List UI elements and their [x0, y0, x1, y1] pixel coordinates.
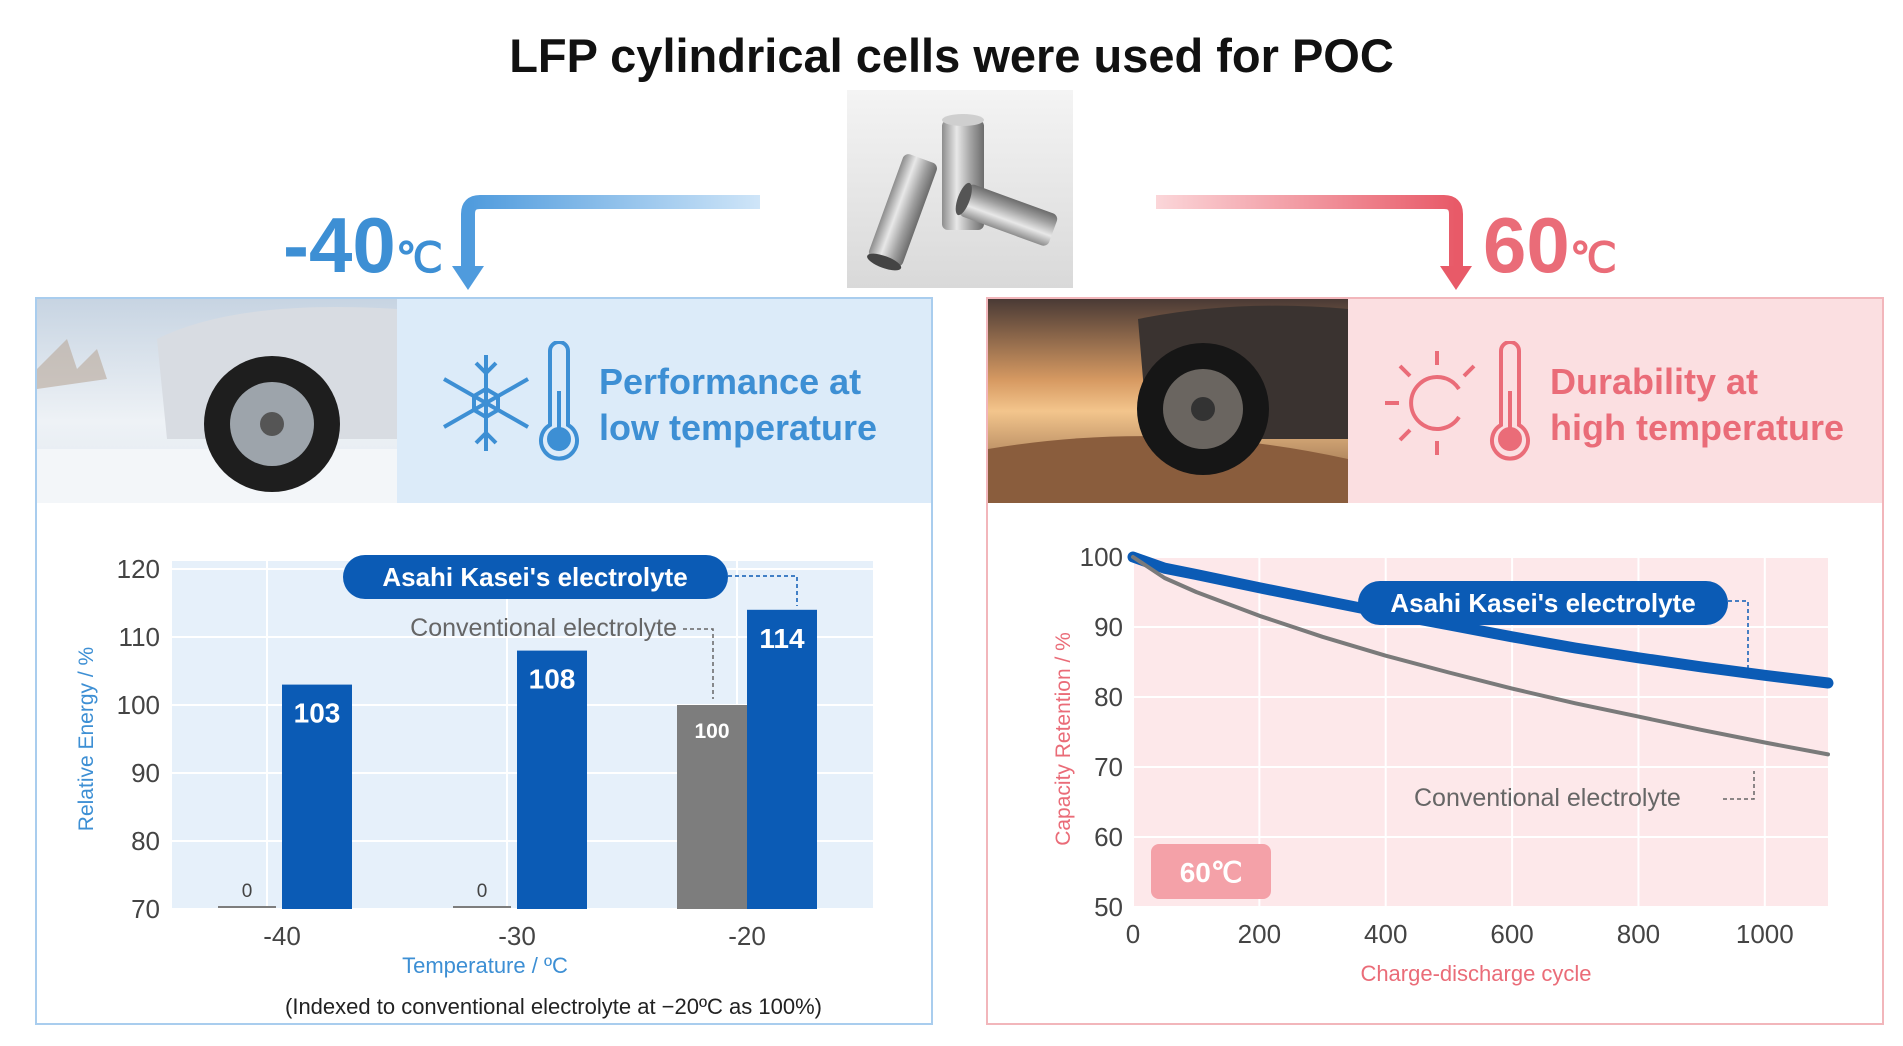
y-tick-label: 90	[131, 758, 160, 788]
y-tick-label: 80	[131, 826, 160, 856]
page-title: LFP cylindrical cells were used for POC	[509, 29, 1394, 82]
legend-conventional-leader	[683, 628, 714, 699]
bar-conventional	[677, 705, 747, 909]
high-temp-header: Durability at high temperature	[1348, 299, 1882, 503]
low-temp-heading: Performance at low temperature	[599, 361, 878, 448]
bar-value-label: 108	[529, 664, 576, 695]
y-axis-label: Capacity Retention / %	[1052, 632, 1075, 846]
x-tick-label: -30	[498, 921, 536, 951]
legend-conventional-label: Conventional electrolyte	[1414, 784, 1681, 812]
low-temp-header: Performance at low temperature	[397, 299, 931, 503]
low-temp-label: -40℃	[283, 201, 443, 289]
winter-tire-photo	[37, 299, 397, 503]
temperature-badge	[1151, 844, 1271, 899]
bar-value-label: 100	[694, 720, 729, 743]
bar-asahi-kasei	[747, 609, 817, 909]
legend-asahi-badge	[1358, 581, 1728, 625]
temperature-badge-label: 60℃	[1180, 857, 1243, 888]
y-tick-label: 100	[117, 690, 160, 720]
snowflake-icon	[443, 341, 579, 461]
x-tick-label: 800	[1617, 919, 1660, 949]
cylindrical-cells-photo	[847, 90, 1073, 288]
desert-tire-photo	[988, 299, 1348, 503]
y-tick-label: 60	[1094, 822, 1123, 852]
low-temperature-panel: Performance at low temperature 120 110 100…	[35, 297, 933, 1025]
left-flow-arrow	[452, 195, 760, 290]
y-axis-label: Relative Energy / %	[75, 647, 98, 831]
bar-value-label: 0	[477, 881, 488, 902]
legend-asahi-badge	[343, 555, 728, 599]
x-tick-label: -40	[263, 921, 301, 951]
legend-conventional-leader	[1723, 771, 1755, 800]
x-tick-label: -20	[728, 921, 766, 951]
x-axis-label: Charge-discharge cycle	[1360, 961, 1591, 986]
high-temp-heading: Durability at high temperature	[1550, 361, 1845, 448]
y-tick-label: 70	[131, 894, 160, 924]
legend-asahi-leader	[1728, 600, 1749, 677]
bar-asahi-kasei	[282, 684, 352, 909]
bar-value-label: 0	[242, 881, 253, 902]
y-tick-label: 70	[1094, 752, 1123, 782]
y-tick-label: 50	[1094, 892, 1123, 922]
bar-value-label: 114	[759, 623, 805, 654]
x-tick-label: 400	[1364, 919, 1407, 949]
sun-icon	[1385, 341, 1530, 461]
bar-asahi-kasei	[517, 650, 587, 909]
high-temperature-panel: Durability at high temperature 100 90 80 70…	[986, 297, 1884, 1025]
high-temp-label: 60℃	[1483, 201, 1617, 289]
x-tick-label: 1000	[1736, 919, 1794, 949]
y-tick-label: 80	[1094, 682, 1123, 712]
x-tick-label: 0	[1126, 919, 1140, 949]
capacity-retention-line-chart: 100 90 80 70 60 500 200 400 600 800 1000 Capacity R…	[1052, 542, 1834, 986]
bar-value-label: 103	[294, 698, 341, 729]
legend-asahi-label: Asahi Kasei's electrolyte	[382, 562, 687, 592]
legend-conventional-label: Conventional electrolyte	[410, 614, 677, 642]
y-tick-label: 120	[117, 554, 160, 584]
line-conventional	[1131, 555, 1830, 757]
y-tick-label: 110	[119, 622, 160, 652]
x-tick-label: 600	[1490, 919, 1533, 949]
y-tick-label: 100	[1080, 542, 1123, 572]
right-flow-arrow	[1156, 195, 1472, 290]
relative-energy-bar-chart: 120 110 100 90 80 70 -40 0 103 -30 0 108 -20 100 114 Re…	[75, 554, 873, 978]
x-tick-label: 200	[1238, 919, 1281, 949]
legend-asahi-label: Asahi Kasei's electrolyte	[1390, 588, 1695, 618]
x-axis-label: Temperature / ºC	[402, 953, 568, 978]
legend-asahi-leader	[728, 575, 798, 606]
index-footnote: (Indexed to conventional electrolyte at …	[285, 994, 822, 1019]
y-tick-label: 90	[1094, 612, 1123, 642]
